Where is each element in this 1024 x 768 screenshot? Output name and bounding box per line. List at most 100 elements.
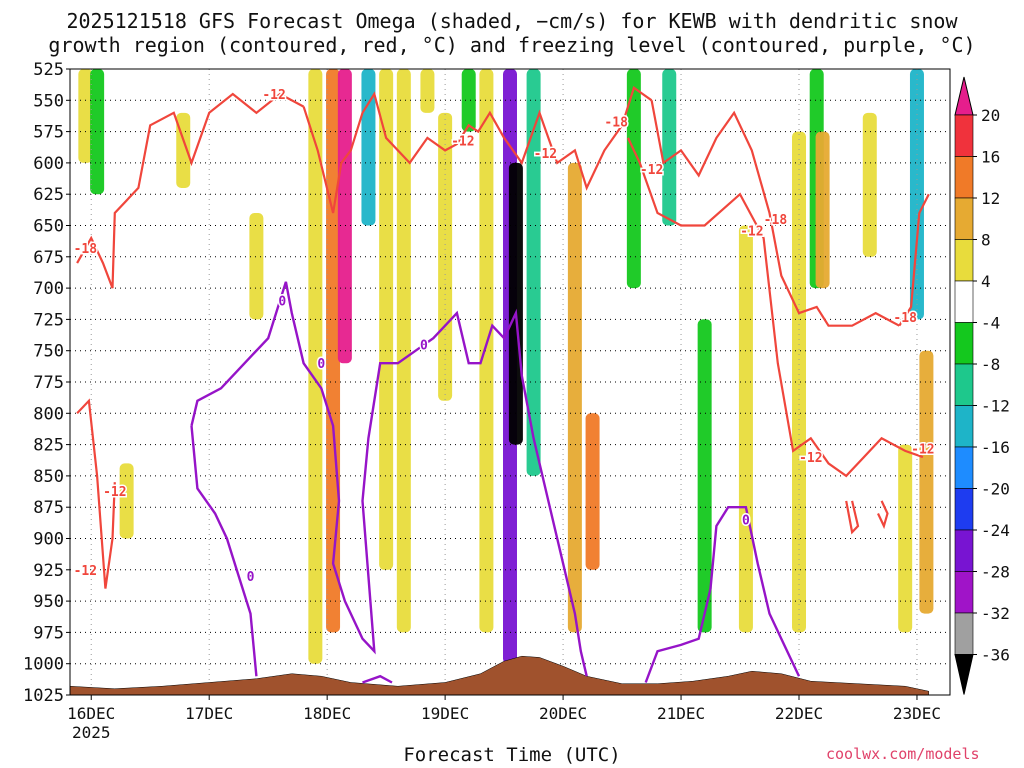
colorbar-overflow-bottom <box>954 654 974 695</box>
x-tick-label-20DEC: 20DEC <box>539 704 587 723</box>
colorbar-band-10 <box>954 529 974 572</box>
omega-shade-5 <box>308 69 323 664</box>
y-tick-label-650: 650 <box>33 217 64 237</box>
freezing-level-contour-0 <box>190 281 588 677</box>
contour-label-3: -12 <box>74 564 97 579</box>
colorbar-label-8: -16 <box>981 438 1010 457</box>
contour-label-16: 0 <box>420 338 428 353</box>
x-year-label: 2025 <box>72 723 111 742</box>
colorbar-band-8 <box>954 446 974 489</box>
dgz-contour-7 <box>845 500 860 535</box>
omega-shade-16 <box>508 162 523 445</box>
omega-shade-24 <box>792 131 807 633</box>
y-tick-label-1000: 1000 <box>23 655 64 675</box>
contour-label-2: -12 <box>103 485 126 500</box>
x-axis-title: Forecast Time (UTC) <box>403 744 621 766</box>
dgz-contour-1 <box>76 92 305 289</box>
contour-label-10: -18 <box>893 311 917 326</box>
colorbar-band-1 <box>954 156 974 199</box>
colorbar-overflow-top <box>954 76 974 116</box>
colorbar-label-0: 20 <box>981 106 1000 125</box>
y-tick-label-975: 975 <box>33 623 64 643</box>
colorbar-band-7 <box>954 405 974 448</box>
contour-label-6: -18 <box>604 116 628 131</box>
freezing-level-contour-3 <box>644 506 801 683</box>
colorbar-band-4 <box>954 280 974 323</box>
x-tick-label-17DEC: 17DEC <box>185 704 233 723</box>
omega-shade-18 <box>567 162 582 633</box>
y-tick-label-550: 550 <box>33 91 64 111</box>
x-tick-label-18DEC: 18DEC <box>303 704 351 723</box>
omega-shade-30 <box>919 350 934 614</box>
omega-shade-0 <box>78 69 93 163</box>
colorbar-label-9: -20 <box>981 480 1010 499</box>
y-tick-label-800: 800 <box>33 404 64 424</box>
dgz-contour-5 <box>627 137 924 478</box>
omega-shade-14 <box>479 69 494 633</box>
omega-shade-10 <box>396 69 411 633</box>
y-tick-label-900: 900 <box>33 530 64 550</box>
y-tick-label-950: 950 <box>33 592 64 612</box>
colorbar-band-2 <box>954 197 974 240</box>
omega-shade-9 <box>379 69 394 570</box>
freezing-level-contour-1 <box>190 425 258 677</box>
colorbar-band-0 <box>954 114 974 157</box>
y-tick-label-875: 875 <box>33 498 64 518</box>
omega-shade-19 <box>585 413 600 570</box>
y-tick-label-525: 525 <box>33 60 64 80</box>
colorbar-label-4: 4 <box>981 272 991 291</box>
colorbar-label-11: -28 <box>981 563 1010 582</box>
contour-label-1: -18 <box>74 242 98 257</box>
dgz-contour-3 <box>503 86 653 191</box>
colorbar-label-3: 8 <box>981 231 991 250</box>
omega-shade-1 <box>90 69 105 195</box>
omega-shade-23 <box>738 225 753 633</box>
freezing-level-contour-2 <box>362 674 393 684</box>
colorbar-label-5: -4 <box>981 314 1000 333</box>
omega-shade-11 <box>420 69 435 113</box>
dgz-contour-2 <box>302 91 506 214</box>
omega-shade-4 <box>249 212 264 320</box>
contour-label-4: -12 <box>451 134 474 149</box>
dgz-contour-4 <box>650 100 900 327</box>
omega-shade-22 <box>697 319 712 633</box>
omega-shade-8 <box>361 69 376 226</box>
colorbar-band-12 <box>954 612 974 655</box>
x-tick-label-21DEC: 21DEC <box>657 704 705 723</box>
colorbar-label-2: 12 <box>981 189 1000 208</box>
omega-shade-6 <box>326 69 341 633</box>
y-tick-label-725: 725 <box>33 310 64 330</box>
dgz-contour-8 <box>877 500 889 530</box>
contour-label-12: -12 <box>911 442 934 457</box>
colorbar-band-6 <box>954 363 974 406</box>
contour-label-15: 0 <box>247 570 255 585</box>
x-tick-label-23DEC: 23DEC <box>893 704 941 723</box>
colorbar-label-7: -12 <box>981 397 1010 416</box>
omega-shade-17 <box>526 69 541 476</box>
colorbar-band-9 <box>954 488 974 531</box>
contour-label-8: -18 <box>764 213 788 228</box>
y-tick-label-825: 825 <box>33 436 64 456</box>
dgz-contour-6 <box>898 193 930 327</box>
colorbar-band-5 <box>954 322 974 365</box>
dgz-contour-0 <box>76 398 116 589</box>
y-tick-label-625: 625 <box>33 185 64 205</box>
contour-label-11: -12 <box>799 451 822 466</box>
contour-label-13: 0 <box>278 295 286 310</box>
chart-title-line1: 2025121518 GFS Forecast Omega (shaded, −… <box>66 9 958 33</box>
contour-label-9: -12 <box>740 225 763 240</box>
y-tick-label-1025: 1025 <box>23 686 64 706</box>
contour-label-5: -12 <box>534 147 557 162</box>
colorbar-band-11 <box>954 571 974 614</box>
credit-link[interactable]: coolwx.com/models <box>826 745 980 763</box>
colorbar-band-3 <box>954 239 974 282</box>
colorbar-label-6: -8 <box>981 355 1000 374</box>
y-tick-label-700: 700 <box>33 279 64 299</box>
y-tick-label-675: 675 <box>33 248 64 268</box>
x-tick-label-19DEC: 19DEC <box>421 704 469 723</box>
contour-label-7: -12 <box>640 163 663 178</box>
colorbar-label-10: -24 <box>981 521 1010 540</box>
omega-shade-26 <box>815 131 830 289</box>
omega-shade-27 <box>862 112 877 257</box>
omega-shade-21 <box>662 69 677 226</box>
